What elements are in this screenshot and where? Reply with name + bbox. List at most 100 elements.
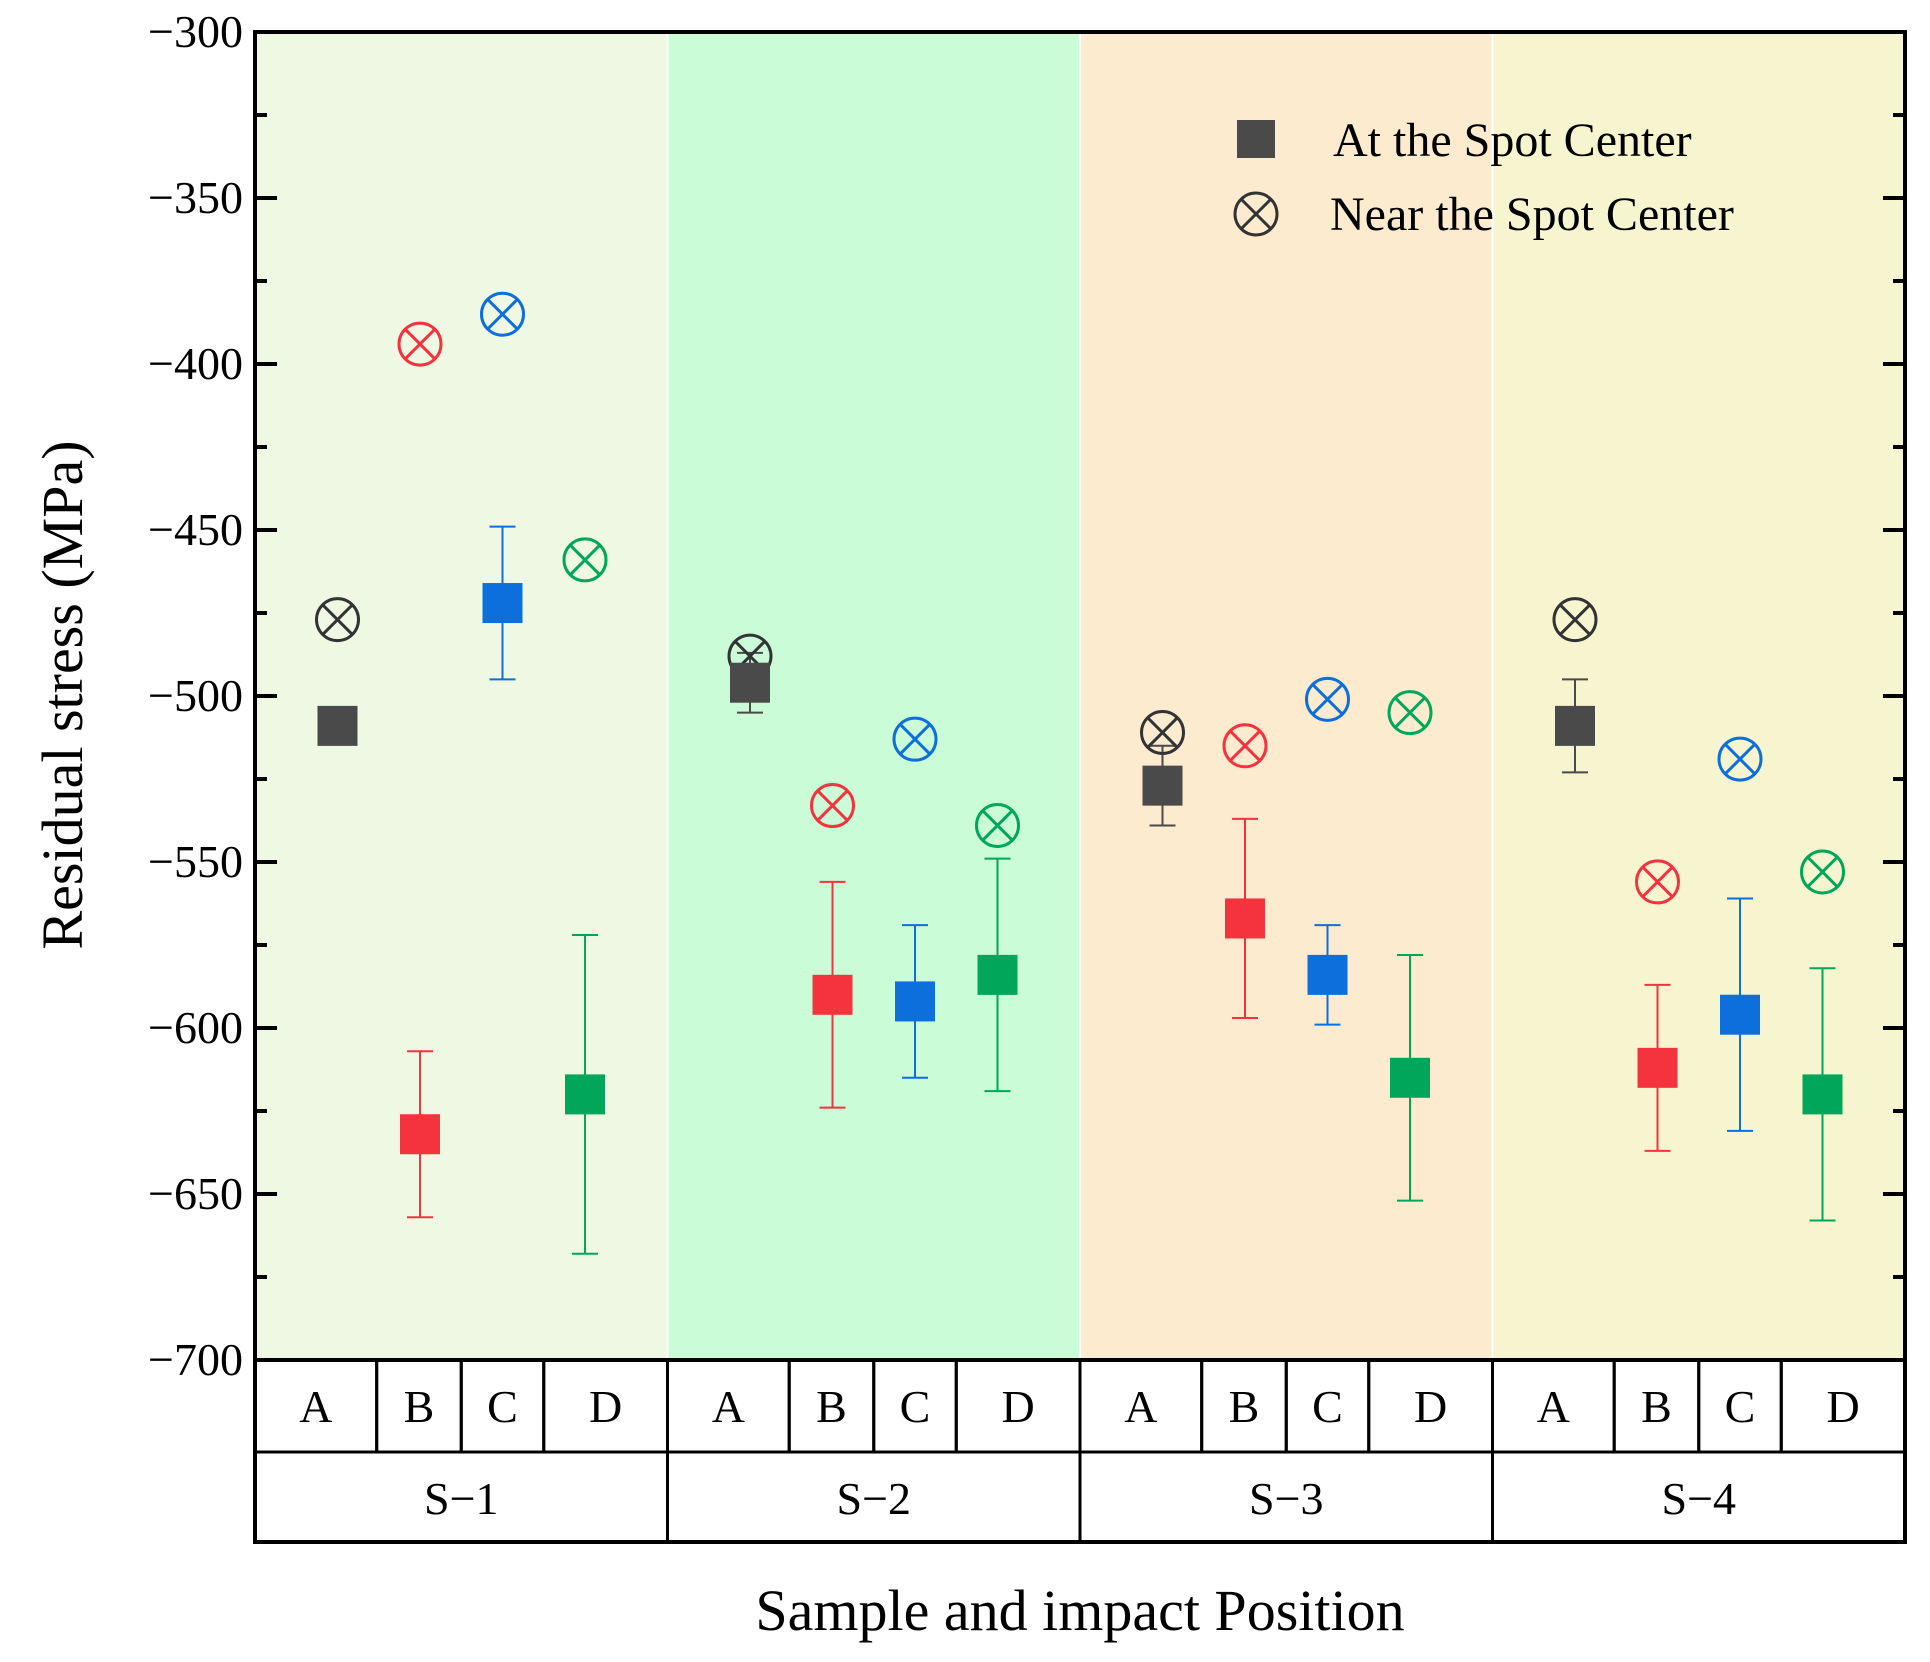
near-marker-cross xyxy=(321,603,354,636)
group-background-2 xyxy=(667,32,1080,1360)
near-marker-cross xyxy=(1558,603,1592,636)
near-marker-circle xyxy=(562,537,608,583)
category-table: A B C D S−1 A B C D S−2 A B C D S−3 A B C D S−4 xyxy=(253,1358,1907,1544)
plot-frame xyxy=(253,30,1907,1362)
legend-near-center-label: Near the Spot Center xyxy=(1330,188,1734,241)
y-axis-title: Residual stress (MPa) xyxy=(30,440,95,949)
position-label-3-D: D xyxy=(1414,1381,1447,1432)
near-marker-1-B xyxy=(397,321,443,367)
position-label-2-A: A xyxy=(712,1381,745,1432)
center-marker-2-D xyxy=(977,954,1018,995)
position-label-3-A: A xyxy=(1124,1381,1157,1432)
y-tick-label: −550 xyxy=(148,836,243,887)
near-marker-1-D xyxy=(562,537,608,583)
at-center-markers xyxy=(317,583,1843,1155)
sample-label-4: S−4 xyxy=(1661,1473,1736,1524)
center-marker-1-B xyxy=(400,1114,440,1155)
near-marker-3-A xyxy=(1140,710,1185,756)
legend-at-center-label: At the Spot Center xyxy=(1333,114,1692,167)
near-marker-4-B xyxy=(1635,859,1680,905)
near-marker-circle xyxy=(1800,849,1845,895)
near-marker-circle xyxy=(315,597,360,643)
position-label-2-B: B xyxy=(816,1381,847,1432)
near-marker-cross xyxy=(898,723,932,756)
near-marker-cross xyxy=(1311,683,1344,716)
y-tick-label: −400 xyxy=(148,338,243,389)
center-marker-4-B xyxy=(1637,1047,1678,1088)
y-tick-label: −450 xyxy=(148,504,243,555)
near-marker-cross xyxy=(568,543,602,576)
near-marker-cross xyxy=(403,328,437,361)
center-marker-2-B xyxy=(812,974,853,1015)
center-marker-1-D xyxy=(565,1074,605,1115)
legend-near-center-marker xyxy=(1233,191,1279,237)
near-marker-circle xyxy=(1717,736,1763,782)
near-marker-cross xyxy=(1228,729,1262,762)
center-marker-4-C xyxy=(1720,994,1760,1035)
near-marker-circle xyxy=(1140,710,1185,756)
near-marker-2-C xyxy=(892,716,938,762)
near-marker-circle xyxy=(1387,690,1433,736)
position-label-3-C: C xyxy=(1312,1381,1343,1432)
near-marker-circle xyxy=(1305,676,1350,722)
near-marker-circle xyxy=(480,291,525,337)
near-marker-circle xyxy=(397,321,443,367)
sample-label-2: S−2 xyxy=(836,1473,911,1524)
near-marker-circle xyxy=(1552,597,1598,643)
near-marker-cross xyxy=(1723,743,1757,776)
position-label-4-D: D xyxy=(1827,1381,1860,1432)
position-label-4-B: B xyxy=(1641,1381,1672,1432)
near-marker-2-D xyxy=(975,802,1020,848)
near-marker-cross xyxy=(1146,716,1179,749)
center-marker-2-A xyxy=(730,662,770,703)
center-marker-2-C xyxy=(895,981,935,1022)
center-marker-3-A xyxy=(1142,765,1183,806)
near-marker-cross xyxy=(486,298,519,331)
y-tick-label: −600 xyxy=(148,1002,243,1053)
near-marker-3-D xyxy=(1387,690,1433,736)
sample-label-3: S−3 xyxy=(1249,1473,1324,1524)
near-marker-cross xyxy=(981,809,1014,842)
near-marker-cross xyxy=(1393,696,1427,729)
near-marker-2-B xyxy=(810,783,855,829)
center-marker-3-B xyxy=(1225,898,1265,939)
center-marker-3-D xyxy=(1390,1057,1430,1098)
near-marker-1-A xyxy=(315,597,360,643)
position-label-2-D: D xyxy=(1002,1381,1035,1432)
near-marker-4-A xyxy=(1552,597,1598,643)
near-marker-3-B xyxy=(1222,723,1268,769)
position-label-1-C: C xyxy=(487,1381,518,1432)
near-marker-cross xyxy=(816,789,849,822)
near-marker-cross xyxy=(1641,865,1674,898)
near-marker-cross xyxy=(1806,855,1839,889)
y-tick-label: −700 xyxy=(148,1334,243,1385)
position-label-4-A: A xyxy=(1537,1381,1570,1432)
center-marker-4-D xyxy=(1802,1074,1843,1115)
position-label-3-B: B xyxy=(1229,1381,1260,1432)
group-backgrounds xyxy=(255,32,1905,1360)
y-tick-label: −650 xyxy=(148,1168,243,1219)
legend-at-center-marker xyxy=(1237,120,1275,158)
near-marker-circle xyxy=(975,802,1020,848)
x-axis-title: Sample and impact Position xyxy=(755,1578,1404,1643)
center-marker-4-A xyxy=(1555,705,1595,746)
y-tick-label: −300 xyxy=(148,6,243,57)
position-label-1-B: B xyxy=(404,1381,435,1432)
center-marker-1-C xyxy=(482,583,523,624)
position-label-4-C: C xyxy=(1725,1381,1756,1432)
y-axis: −300 −350 −400 −450 −500 −550 −600 −650 −700 xyxy=(148,6,1905,1385)
sample-label-1: S−1 xyxy=(424,1473,499,1524)
y-tick-label: −500 xyxy=(148,670,243,721)
near-marker-4-D xyxy=(1800,849,1845,895)
near-marker-3-C xyxy=(1305,676,1350,722)
near-marker-circle xyxy=(810,783,855,829)
near-marker-4-C xyxy=(1717,736,1763,782)
center-marker-3-C xyxy=(1307,954,1348,995)
y-tick-label: −350 xyxy=(148,172,243,223)
center-marker-1-A xyxy=(317,705,358,746)
position-label-1-D: D xyxy=(589,1381,622,1432)
legend: At the Spot Center Near the Spot Center xyxy=(1233,114,1734,241)
position-label-1-A: A xyxy=(299,1381,332,1432)
position-label-2-C: C xyxy=(900,1381,931,1432)
